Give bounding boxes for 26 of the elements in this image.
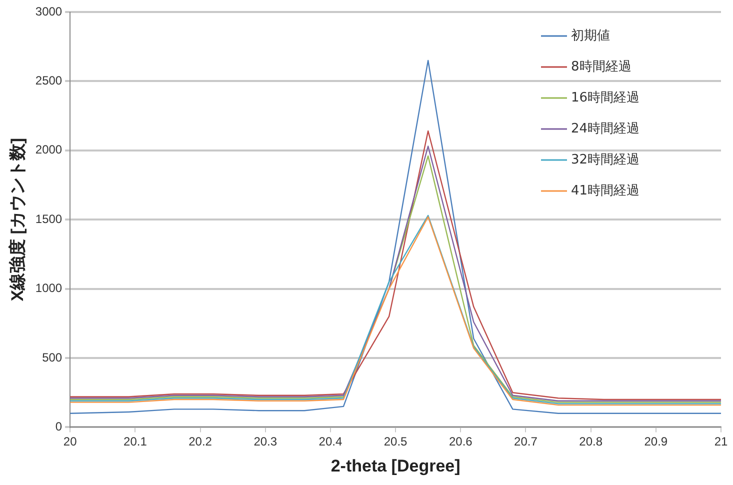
legend-label: 41時間経過 bbox=[571, 183, 640, 198]
y-tick-label: 2000 bbox=[35, 142, 62, 157]
x-tick-label: 20 bbox=[63, 434, 78, 449]
x-tick-label: 20.4 bbox=[318, 434, 342, 449]
y-tick-label: 2500 bbox=[35, 74, 62, 88]
legend-label: 24時間経過 bbox=[571, 121, 640, 136]
y-tick-label: 1500 bbox=[35, 212, 62, 226]
legend-label: 8時間経過 bbox=[571, 59, 632, 74]
x-tick-label: 20.7 bbox=[514, 434, 538, 449]
x-tick-label: 21 bbox=[714, 434, 728, 449]
y-tick-label: 0 bbox=[55, 420, 62, 434]
x-tick-label: 20.5 bbox=[384, 434, 408, 449]
x-tick-label: 20.6 bbox=[448, 434, 473, 449]
x-tick-label: 20.1 bbox=[124, 434, 148, 449]
y-tick-label: 500 bbox=[42, 350, 62, 364]
legend-label: 16時間経過 bbox=[571, 90, 640, 106]
y-tick-label: 3000 bbox=[35, 4, 62, 18]
x-axis-title: 2-theta [Degree] bbox=[330, 456, 460, 476]
x-tick-label: 20.2 bbox=[188, 434, 212, 449]
legend-label: 初期値 bbox=[571, 28, 610, 44]
legend-label: 32時間経過 bbox=[571, 152, 640, 168]
y-axis-title: X線強度 [カウント数] bbox=[8, 138, 27, 302]
y-tick-label: 1000 bbox=[35, 281, 62, 296]
x-tick-label: 20.8 bbox=[579, 434, 603, 449]
x-tick-label: 20.9 bbox=[644, 434, 668, 449]
x-tick-label: 20.3 bbox=[254, 434, 278, 449]
